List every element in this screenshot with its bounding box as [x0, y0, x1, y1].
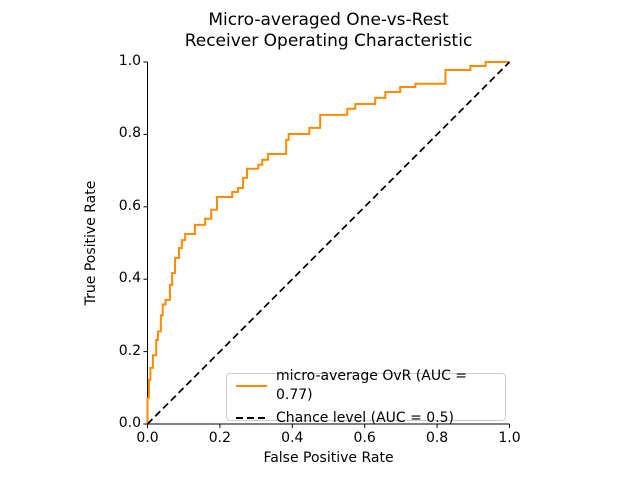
x-tick-label: 0.0: [136, 430, 159, 446]
y-tick-label: 0.8: [118, 125, 141, 142]
y-tick-label: 1.0: [118, 53, 141, 69]
legend: micro-average OvR (AUC = 0.77) Chance le…: [226, 368, 506, 426]
x-tick-label: 0.2: [208, 430, 232, 446]
x-tick-label: 1.0: [498, 430, 521, 446]
legend-entry-chance-level: Chance level (AUC = 0.5): [236, 409, 496, 428]
x-tick-label: 0.8: [425, 430, 449, 446]
roc-curve: [146, 61, 510, 424]
y-tick-label: 0.2: [118, 342, 141, 359]
y-tick-label: 0.6: [118, 197, 141, 214]
legend-entry-micro-average-ovr: micro-average OvR (AUC = 0.77): [236, 367, 496, 405]
chart-title: Micro-averaged One-vs-Rest Receiver Oper…: [184, 10, 473, 51]
legend-line-sample-solid: [236, 384, 267, 387]
legend-line-sample-dashed: [236, 417, 267, 419]
legend-label: Chance level (AUC = 0.5): [276, 409, 455, 426]
x-tick-label: 0.6: [353, 430, 376, 446]
chance-line: [146, 61, 511, 425]
x-axis-label: False Positive Rate: [263, 450, 394, 466]
x-tick-label: 0.4: [281, 430, 304, 446]
legend-label: micro-average OvR (AUC = 0.77): [276, 367, 468, 403]
y-tick-label: 0.0: [118, 415, 141, 431]
y-tick-label: 0.4: [118, 270, 141, 287]
